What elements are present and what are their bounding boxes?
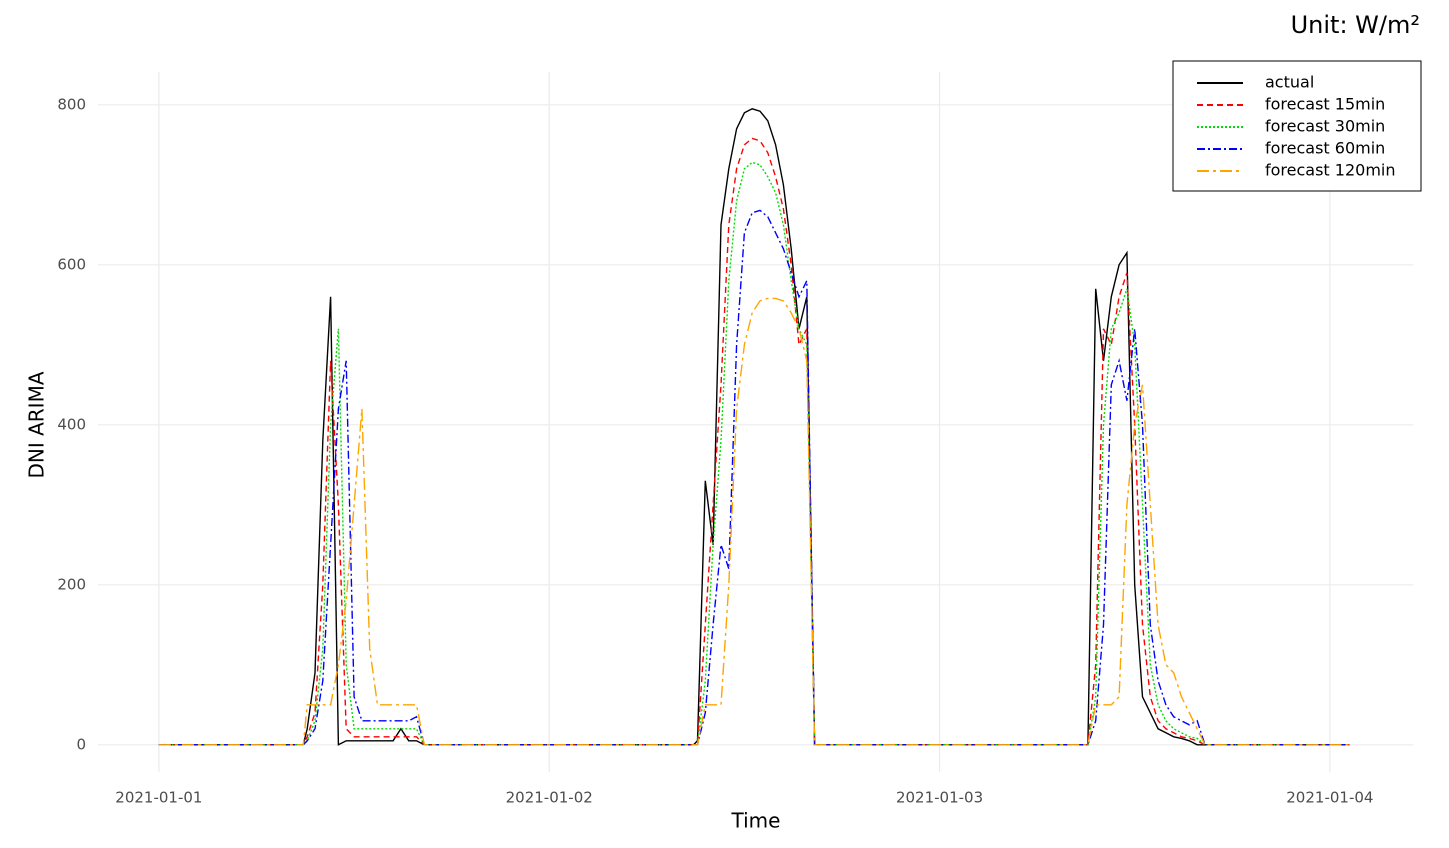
legend-label: actual: [1265, 73, 1314, 92]
grid: [98, 72, 1413, 772]
legend-label: forecast 15min: [1265, 95, 1385, 114]
y-tick-label: 800: [57, 95, 86, 113]
y-tick-label: 600: [57, 255, 86, 273]
series-line: [158, 209, 1350, 746]
x-axis-label: Time: [731, 809, 781, 833]
y-tick-label: 400: [57, 415, 86, 433]
x-tick-label: 2021-01-03: [896, 789, 983, 807]
y-axis-label: DNI ARIMA: [25, 371, 49, 478]
x-tick-label: 2021-01-02: [506, 789, 593, 807]
unit-note: Unit: W/m²: [1291, 11, 1420, 39]
series-line: [158, 137, 1350, 746]
series-line: [158, 108, 1350, 746]
legend-label: forecast 60min: [1265, 139, 1385, 158]
x-tick-label: 2021-01-04: [1286, 789, 1373, 807]
legend: actual forecast 15min forecast 30min foreca…: [1172, 60, 1422, 192]
legend-label: forecast 30min: [1265, 117, 1385, 136]
x-tick-label: 2021-01-01: [115, 789, 202, 807]
series-line: [158, 297, 1350, 746]
y-tick-label: 0: [76, 735, 86, 753]
legend-label: forecast 120min: [1265, 161, 1396, 180]
y-tick-label: 200: [57, 575, 86, 593]
